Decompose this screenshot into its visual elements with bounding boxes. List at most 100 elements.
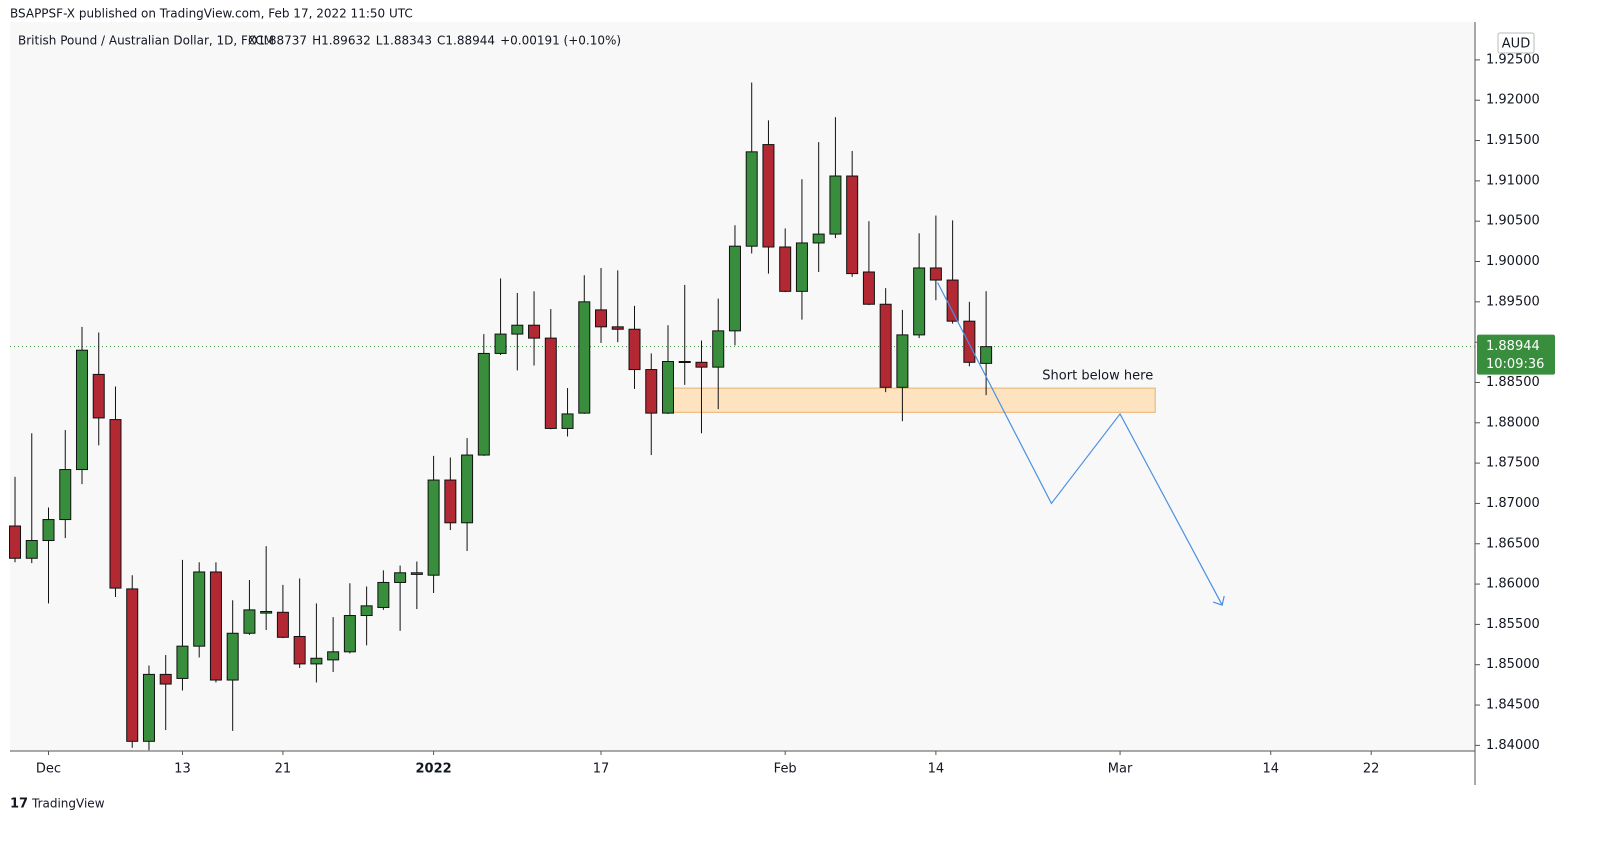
y-tick-label: 1.86000	[1486, 577, 1540, 592]
candle-body	[661, 361, 674, 414]
header: BSAPPSF-X published on TradingView.com, …	[10, 7, 413, 21]
y-tick-label: 1.84500	[1486, 698, 1540, 713]
legend-value: +0.00191 (+0.10%)	[500, 34, 621, 48]
candle-body	[829, 175, 842, 235]
candle-body	[109, 419, 122, 589]
y-tick-label: 1.85500	[1486, 617, 1540, 632]
candle-body	[595, 309, 608, 328]
candle-body	[126, 588, 139, 742]
candle-body	[360, 605, 373, 617]
x-tick-label: Feb	[774, 762, 797, 777]
candle-body	[745, 151, 758, 247]
candle-body	[511, 324, 524, 335]
candle-body	[628, 328, 641, 371]
y-tick-label: 1.91500	[1486, 133, 1540, 148]
x-tick-label: 17	[593, 762, 610, 777]
legend-value: L1.88343	[376, 34, 432, 48]
candle-body	[461, 454, 474, 524]
x-tick-label: Dec	[36, 762, 61, 777]
price-tag	[1477, 334, 1555, 375]
candle-body	[846, 175, 859, 275]
candle-body	[142, 673, 155, 742]
brand-logo: 17	[10, 797, 28, 812]
legend-value: H1.89632	[312, 34, 371, 48]
x-tick-label: 13	[174, 762, 191, 777]
candle-body	[980, 346, 993, 364]
candle-body	[343, 615, 356, 653]
candle-body	[209, 571, 222, 681]
candle-body	[293, 635, 306, 665]
candle-body	[494, 333, 507, 354]
legend-value: O1.88737	[248, 34, 307, 48]
candle-body	[862, 271, 875, 305]
y-tick-label: 1.84000	[1486, 738, 1540, 753]
candle-body	[695, 361, 708, 368]
y-tick-label: 1.88000	[1486, 415, 1540, 430]
annotation: Short below here	[1042, 369, 1153, 384]
candle-body	[276, 611, 289, 638]
candle-body	[611, 326, 624, 330]
currency-box	[1497, 32, 1535, 54]
candle-body	[879, 303, 892, 388]
y-tick-label: 1.87000	[1486, 496, 1540, 511]
candle-body	[712, 330, 725, 368]
candle-body	[678, 361, 691, 364]
candle-body	[260, 610, 273, 614]
candle-body	[92, 373, 105, 419]
candle-body	[176, 645, 189, 679]
candle-body	[310, 657, 323, 665]
candle-body	[410, 572, 423, 575]
candle-body	[427, 479, 440, 576]
candle-body	[762, 144, 775, 248]
x-tick-label: Mar	[1108, 762, 1133, 777]
y-tick-label: 1.88500	[1486, 375, 1540, 390]
candle-body	[913, 267, 926, 336]
x-tick-label: 2022	[416, 762, 452, 777]
candle-body	[561, 413, 574, 429]
candle-body	[963, 320, 976, 363]
y-tick-label: 1.87500	[1486, 456, 1540, 471]
candle-body	[728, 245, 741, 332]
candle-body	[25, 540, 38, 559]
candle-body	[812, 233, 825, 244]
candle-body	[394, 572, 407, 583]
y-tick-label: 1.92500	[1486, 52, 1540, 67]
x-tick-label: 22	[1363, 762, 1380, 777]
y-tick-label: 1.90500	[1486, 214, 1540, 229]
candle-body	[477, 352, 490, 456]
candle-body	[75, 349, 88, 471]
candle-body	[544, 337, 557, 429]
candle-body	[59, 469, 72, 521]
candle-body	[578, 301, 591, 414]
y-tick-label: 1.91000	[1486, 173, 1540, 188]
x-tick-label: 14	[1262, 762, 1279, 777]
candle-body	[795, 242, 808, 292]
candle-body	[193, 571, 206, 647]
brand: TradingView	[31, 797, 105, 811]
y-tick-label: 1.92000	[1486, 93, 1540, 108]
projection	[937, 282, 1223, 606]
symbol: British Pound / Australian Dollar, 1D, F…	[18, 34, 274, 48]
candle-body	[779, 246, 792, 292]
candle-body	[896, 334, 909, 388]
countdown: 10:09:36	[1486, 357, 1544, 372]
candle-body	[929, 267, 942, 281]
candle-body	[9, 525, 22, 559]
candle-body	[42, 519, 55, 542]
x-tick-label: 21	[275, 762, 292, 777]
candle-body	[243, 609, 256, 634]
y-tick-label: 1.85000	[1486, 657, 1540, 672]
y-tick-label: 1.86500	[1486, 536, 1540, 551]
candle-body	[327, 651, 340, 661]
candle-body	[645, 369, 658, 414]
zone	[667, 387, 1156, 413]
candle-body	[159, 673, 172, 685]
legend-value: C1.88944	[437, 34, 495, 48]
x-tick-label: 14	[928, 762, 945, 777]
candle-body	[528, 324, 541, 339]
candle-body	[946, 279, 959, 322]
candle-body	[444, 479, 457, 524]
y-tick-label: 1.89500	[1486, 294, 1540, 309]
currency: AUD	[1502, 37, 1530, 52]
